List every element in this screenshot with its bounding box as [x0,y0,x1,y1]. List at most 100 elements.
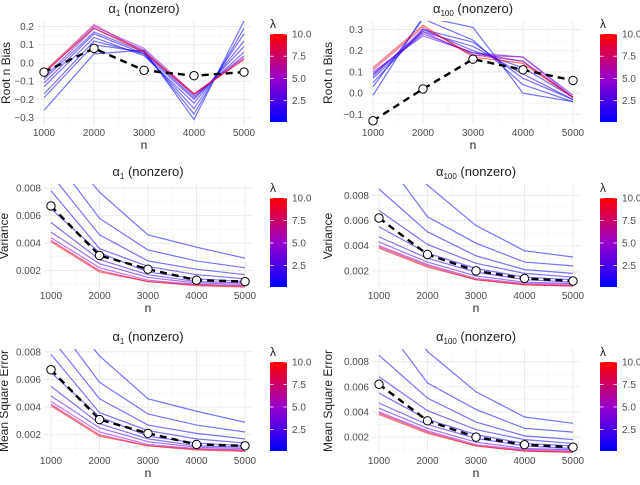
x-tick-label: 1000 [368,456,391,467]
x-tick-label: 2000 [88,456,111,467]
chart-svg: α100 (nonzero) 0.002 0.004 0.006 0.008 1000 20… [321,164,640,315]
y-tick-label: 0.004 [344,241,369,252]
series-line-lambda-0.25 [401,349,574,433]
colorbar [600,34,617,122]
reference-point [94,414,105,425]
colorbar [270,362,287,451]
x-axis-label: n [473,466,480,480]
colorbar [600,198,617,287]
x-tick-label: 2000 [416,456,439,467]
colorbar-tick-label: 10.0 [622,30,640,41]
x-axis-label: n [145,466,152,480]
y-tick-label: 0.002 [344,266,369,277]
reference-point [374,379,384,389]
y-axis-label: Root n Bias [321,42,335,104]
reference-point [143,264,153,274]
y-axis-label: Mean Square Error [0,350,11,452]
series-line-lambda-0.75 [378,376,574,445]
reference-point [518,65,528,75]
series-line-lambda-0.1 [372,21,574,103]
y-tick-label: 0.0 [349,89,363,100]
panel-alpha1-variance: α1 (nonzero) 0.002 0.004 0.006 0.008 1000 2000… [0,160,320,320]
reference-point [240,276,250,287]
x-axis-label: n [473,301,480,315]
reference-point [568,75,578,86]
x-tick-label: 5000 [562,456,585,467]
chart-svg: α100 (nonzero) 0.002 0.004 0.006 0.008 1000 20… [321,329,640,480]
x-tick-label: 3000 [465,456,488,467]
colorbar-tick-label: 2.5 [622,261,636,272]
colorbar-tick-label: 2.5 [622,425,636,436]
series-line-lambda-1.5 [50,385,246,448]
x-tick-label: 1000 [362,128,385,139]
colorbar-tick-label: 10.0 [622,358,640,369]
reference-point [143,428,153,439]
y-axis-label: Variance [321,212,335,259]
colorbar-tick-label: 5.0 [622,238,636,249]
reference-point [418,84,428,94]
chart-title: α100 (nonzero) [436,164,516,181]
legend-title: λ [600,345,606,359]
chart-title: α100 (nonzero) [436,329,516,346]
colorbar-tick-label: 5.0 [622,402,636,413]
y-tick-label: 0.006 [16,375,41,386]
y-tick-label: 0.2 [20,22,34,33]
chart-title: α100 (nonzero) [433,1,513,18]
x-tick-label: 4000 [183,128,206,139]
panel-alpha100-variance: α100 (nonzero) 0.002 0.004 0.006 0.008 1000 20… [320,160,640,320]
y-tick-label: 0.006 [344,216,369,227]
x-tick-label: 2000 [412,128,435,139]
colorbar-tick-label: 7.5 [292,216,306,227]
series-line-lambda-0.1 [425,184,574,258]
colorbar [270,198,287,287]
chart-svg: α1 (nonzero) −0.3 −0.2 −0.1 0.0 0.1 0.2 1000 200… [0,1,312,152]
y-tick-label: 0.3 [349,25,363,36]
y-tick-label: 0.006 [344,382,369,393]
series-line-lambda-1.5 [50,221,246,284]
reference-dashed-line [50,205,246,283]
chart-title: α1 (nonzero) [108,1,179,18]
panel-alpha100-mse: α100 (nonzero) 0.002 0.004 0.006 0.008 1000 20… [320,320,640,480]
colorbar [600,362,617,451]
reference-point [422,249,433,260]
reference-point [191,275,202,285]
series-line-lambda-0.25 [73,349,246,433]
reference-point [422,416,433,426]
colorbar-tick-label: 5.0 [292,402,306,413]
reference-point [46,365,56,375]
chart-title: α1 (nonzero) [112,164,183,181]
legend-title: λ [270,181,276,195]
reference-point [374,213,384,223]
gridlines [366,21,580,125]
series-line-lambda-0.75 [378,209,574,278]
colorbar-tick-label: 2.5 [292,96,306,107]
x-tick-label: 4000 [513,456,536,467]
y-tick-label: 0.008 [344,191,369,202]
colorbar-tick-label: 7.5 [292,52,306,63]
colorbar-tick-label: 10.0 [622,194,640,205]
x-axis-label: n [145,301,152,315]
reference-point [471,432,481,442]
colorbar-tick-label: 7.5 [622,52,636,63]
reference-point [468,54,478,64]
reference-point [89,43,99,54]
series-line-lambda-5 [50,401,246,451]
reference-point [139,65,149,75]
colorbar-tick-label: 5.0 [622,74,636,85]
legend-title: λ [600,181,606,195]
x-tick-label: 2000 [416,291,439,302]
x-tick-label: 1000 [33,128,56,139]
reference-point [94,250,105,261]
reference-dashed-line [50,368,246,448]
reference-point [191,439,202,450]
reference-point [46,201,56,211]
colorbar-tick-label: 7.5 [292,380,306,391]
series-line-lambda-10 [43,27,245,95]
series-line-lambda-10 [378,413,574,453]
series-line-lambda-10 [378,247,574,287]
colorbar-tick-label: 10.0 [292,358,312,369]
y-axis-label: Variance [0,212,11,259]
chart-svg: α1 (nonzero) 0.002 0.004 0.006 0.008 1000 2000… [0,164,312,315]
colorbar-tick-label: 10.0 [292,30,312,41]
y-tick-label: −0.1 [14,77,34,88]
